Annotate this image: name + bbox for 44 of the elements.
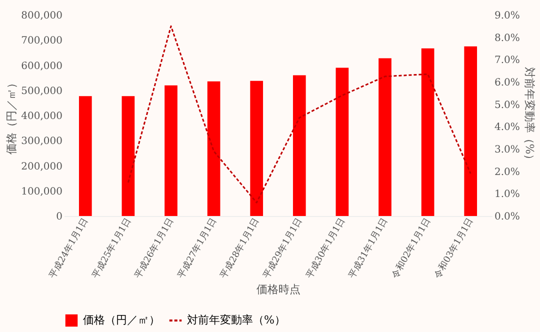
y2-tick-label: 1.0%: [494, 189, 520, 200]
x-axis-title: 価格時点: [256, 282, 300, 296]
x-tick-label: 令和03年1月1日: [432, 216, 476, 280]
legend-label: 価格（円／㎡）: [83, 314, 160, 326]
x-tick-label: 平成29年1月1日: [261, 216, 305, 280]
x-tick-label: 平成27年1月1日: [176, 216, 219, 280]
y2-tick-label: 9.0%: [494, 10, 520, 22]
y-axis-title: 価格（円／㎡）: [5, 78, 18, 154]
y-tick-label: 100,000: [21, 186, 62, 198]
y-tick-label: 400,000: [21, 111, 62, 122]
x-tick-label: 平成28年1月1日: [218, 216, 262, 280]
x-tick-label: 令和02年1月1日: [390, 216, 433, 280]
bar: [464, 46, 478, 216]
bar: [378, 58, 392, 216]
y2-tick-label: 3.0%: [494, 144, 520, 156]
y-tick-label: 300,000: [21, 136, 62, 148]
bar: [78, 96, 92, 216]
y2-tick-label: 0.0%: [494, 212, 520, 222]
bar: [122, 96, 135, 216]
y2-tick-label: 7.0%: [494, 55, 520, 66]
x-tick-label: 平成25年1月1日: [90, 216, 134, 280]
bar: [207, 81, 220, 216]
y-tick-label: 200,000: [21, 161, 62, 172]
y2-tick-label: 6.0%: [494, 78, 520, 88]
line-series: [127, 25, 472, 204]
bar: [164, 85, 178, 216]
x-tick-label: 平成26年1月1日: [132, 216, 176, 280]
y-tick-label: 600,000: [21, 60, 62, 72]
y-tick-label: 500,000: [21, 86, 62, 97]
y2-tick-label: 2.0%: [494, 166, 520, 178]
y-tick-label: 800,000: [21, 10, 62, 22]
x-tick-label: 平成31年1月1日: [346, 216, 390, 280]
bar: [336, 68, 349, 216]
y2-tick-label: 5.0%: [494, 100, 520, 111]
bar: [421, 48, 434, 216]
x-tick-label: 平成30年1月1日: [304, 216, 348, 280]
y2-axis-title: 対前年変動率（%）: [522, 66, 536, 166]
bar: [250, 80, 264, 216]
y-tick-label: 700,000: [21, 36, 62, 47]
bar: [292, 75, 306, 216]
y2-tick-label: 4.0%: [494, 122, 520, 134]
y-tick-label: 0: [56, 212, 62, 222]
y2-tick-label: 8.0%: [494, 32, 520, 44]
legend-label: 対前年変動率（%）: [187, 314, 286, 326]
